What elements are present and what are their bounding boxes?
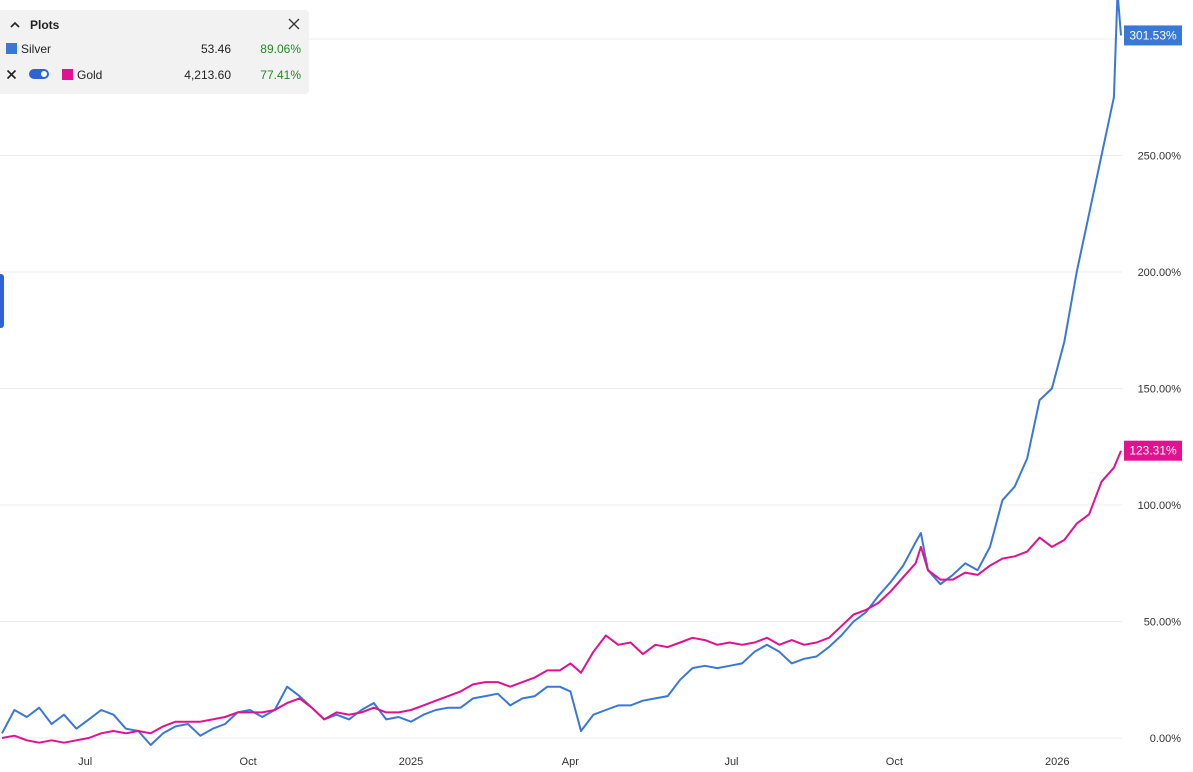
remove-series-icon[interactable] bbox=[6, 69, 17, 80]
legend-series-price: 53.46 bbox=[200, 42, 231, 56]
legend-series-change: 89.06% bbox=[260, 42, 301, 56]
last-value-badge-silver: 301.53% bbox=[1124, 25, 1182, 46]
y-tick-label: 100.00% bbox=[1138, 500, 1182, 512]
side-panel-handle[interactable] bbox=[0, 274, 4, 328]
chevron-up-icon[interactable] bbox=[8, 18, 22, 32]
x-tick-label: 2026 bbox=[1045, 756, 1069, 768]
plots-legend-panel: Plots Silver 53.46 89.06% Gold 4,213.60 … bbox=[0, 10, 309, 94]
legend-series-price: 4,213.60 bbox=[184, 68, 231, 82]
y-tick-label: 200.00% bbox=[1138, 267, 1182, 279]
series-line-silver bbox=[1, 0, 1122, 746]
badge-background bbox=[1124, 25, 1182, 46]
close-icon[interactable] bbox=[287, 17, 301, 31]
y-tick-label: 250.00% bbox=[1138, 151, 1182, 163]
y-tick-label: 50.00% bbox=[1144, 617, 1182, 629]
y-tick-label: 150.00% bbox=[1138, 384, 1182, 396]
badge-background bbox=[1124, 440, 1182, 461]
badge-label: 301.53% bbox=[1129, 28, 1177, 42]
x-tick-label: Apr bbox=[562, 756, 579, 768]
legend-row-silver[interactable]: Silver 53.46 89.06% bbox=[0, 40, 309, 58]
legend-series-name: Silver bbox=[21, 42, 52, 56]
gold-color-swatch bbox=[62, 69, 73, 80]
x-tick-label: Oct bbox=[886, 756, 903, 768]
series-line-gold bbox=[1, 450, 1122, 744]
x-tick-label: Oct bbox=[240, 756, 257, 768]
last-value-badge-gold: 123.31% bbox=[1124, 440, 1182, 461]
legend-series-change: 77.41% bbox=[260, 68, 301, 82]
x-tick-label: 2025 bbox=[399, 756, 423, 768]
x-tick-label: Jul bbox=[724, 756, 738, 768]
y-tick-label: 0.00% bbox=[1150, 733, 1181, 745]
silver-color-swatch bbox=[6, 43, 17, 54]
legend-title: Plots bbox=[30, 18, 60, 32]
legend-header[interactable]: Plots bbox=[8, 17, 59, 33]
series-visibility-toggle[interactable] bbox=[29, 69, 49, 79]
x-tick-label: Jul bbox=[78, 756, 92, 768]
badge-label: 123.31% bbox=[1129, 444, 1177, 458]
legend-row-gold[interactable]: Gold 4,213.60 77.41% bbox=[0, 66, 309, 84]
legend-series-name: Gold bbox=[77, 68, 103, 82]
